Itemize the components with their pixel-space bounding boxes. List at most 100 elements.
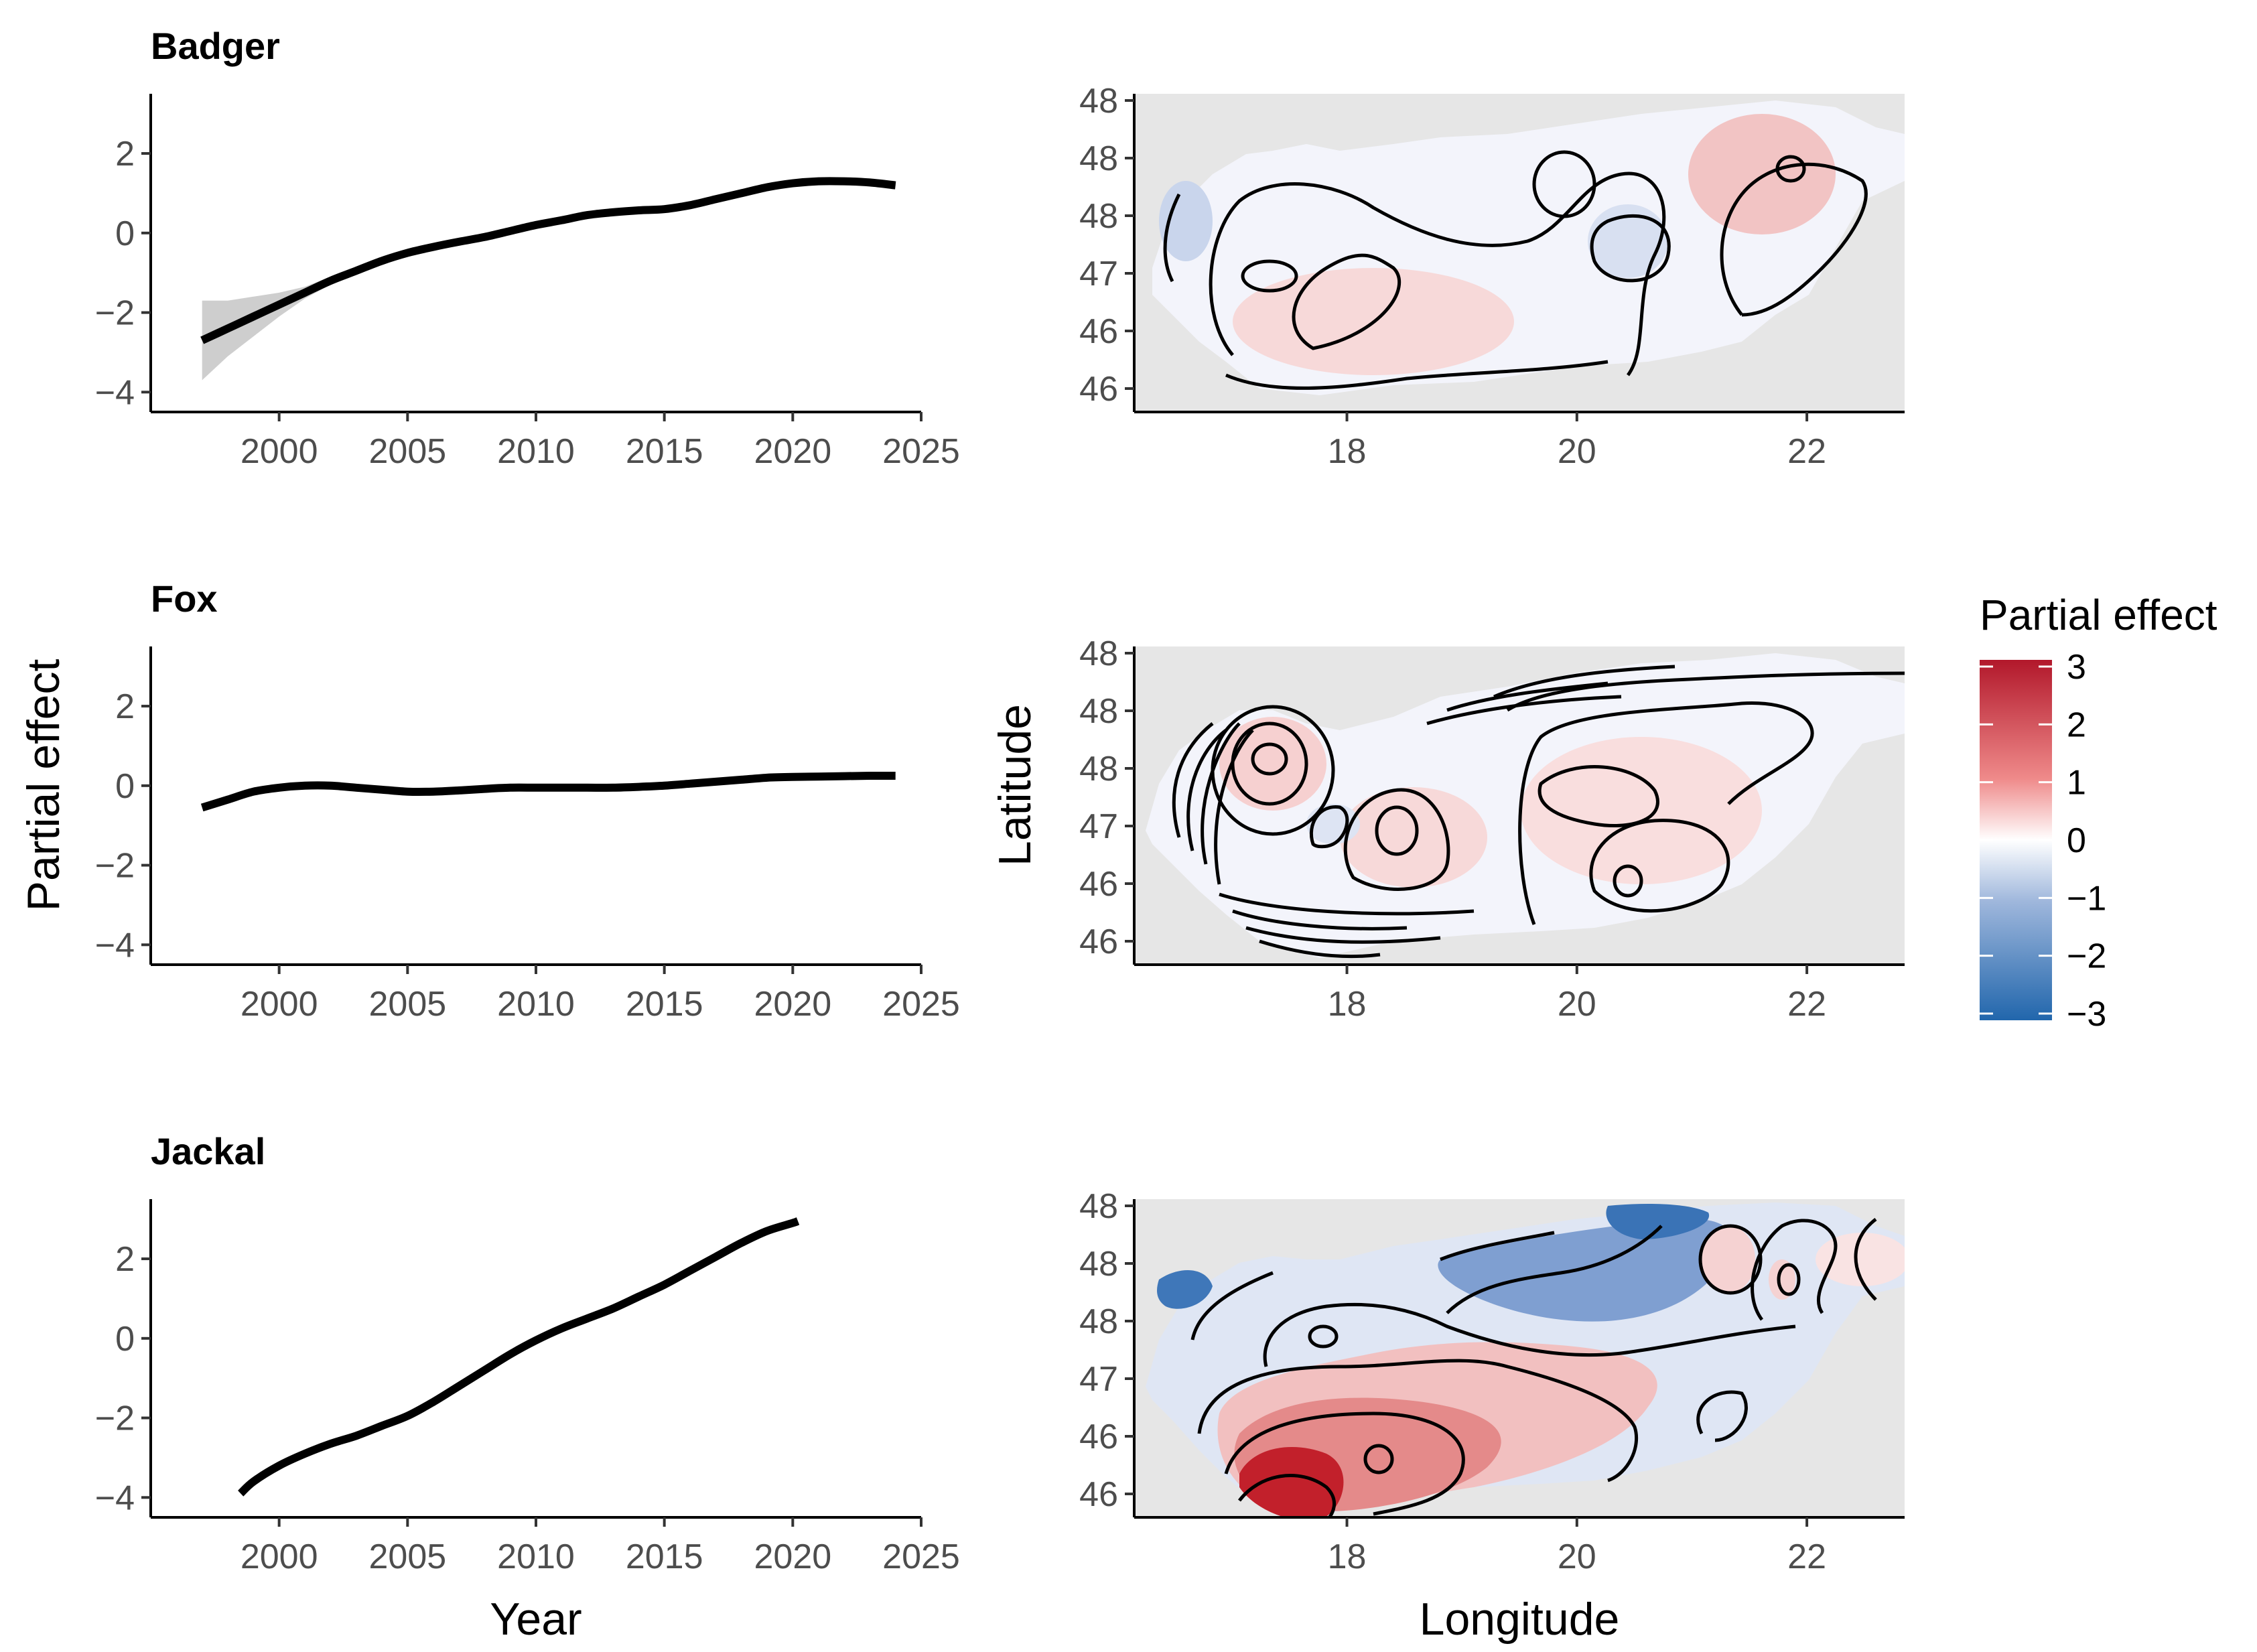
contour-lines	[1172, 665, 1905, 959]
fox-map-panel: 48 48 48 47 46 46 18 20 22	[1079, 634, 1905, 1024]
x-tick-label: 2010	[497, 985, 575, 1024]
positive-effect-area	[1816, 1233, 1905, 1286]
x-tick-label: 2025	[882, 1537, 960, 1576]
legend-tick-label: 0	[2067, 821, 2086, 860]
fox-panel-title: Fox	[151, 577, 218, 620]
positive-effect-area	[1219, 717, 1326, 811]
x-tick-label: 18	[1328, 432, 1367, 471]
jackal-map-panel: 48 48 48 47 46 46 18 20 22	[1079, 1187, 1905, 1576]
y-tick-label: 46	[1079, 1418, 1118, 1456]
badger-line-panel: Badger 2 0 −2 −4 2000 2005 2010 2015 2020 2025	[95, 25, 960, 471]
y-tick-label: 48	[1079, 692, 1118, 731]
x-tick-label: 22	[1787, 985, 1826, 1024]
y-tick-label: 48	[1079, 1302, 1118, 1341]
y-tick-label: −2	[95, 294, 135, 333]
positive-effect-area	[1340, 787, 1487, 888]
smooth-line	[237, 1217, 800, 1497]
y-tick-label: −2	[95, 847, 135, 886]
y-tick-label: 0	[115, 767, 135, 806]
y-tick-label: 2	[115, 135, 135, 174]
x-tick-label: 2015	[626, 1537, 703, 1576]
badger-line-plot: 2 0 −2 −4 2000 2005 2010 2015 2020 2025	[95, 94, 960, 471]
y-tick-label: 0	[115, 1320, 135, 1359]
contour-lines	[1190, 1218, 1877, 1517]
legend-title: Partial effect	[1980, 591, 2217, 639]
smooth-line	[200, 177, 896, 344]
legend-tick-label: 3	[2067, 648, 2086, 687]
strong-negative-effect-area	[1438, 1219, 1732, 1322]
smooth-line	[200, 771, 896, 812]
strong-positive-effect-area	[1239, 1447, 1344, 1517]
y-tick-label: 47	[1079, 807, 1118, 846]
y-tick-label: 48	[1079, 197, 1118, 236]
badger-map-panel: 48 48 48 47 46 46 18 20 22	[1079, 82, 1905, 471]
x-tick-label: 22	[1787, 432, 1826, 471]
negative-effect-area	[1159, 181, 1213, 261]
legend-tick-label: −3	[2067, 995, 2106, 1034]
y-tick-label: 2	[115, 687, 135, 726]
x-tick-label: 20	[1558, 432, 1596, 471]
fox-line-panel: Fox 2 0 −2 −4 2000 2005 2010 2015 2020 2025	[95, 577, 960, 1024]
jackal-map-ticks: 48 48 48 47 46 46 18 20 22	[1079, 1187, 1826, 1576]
x-tick-label: 2015	[626, 432, 703, 471]
color-legend: Partial effect 3 2 1 0 −1 −2 −3	[1980, 591, 2217, 1034]
positive-effect-area	[1702, 1226, 1755, 1293]
x-tick-label: 2020	[754, 985, 831, 1024]
legend-tick-label: 2	[2067, 705, 2086, 744]
y-tick-label: 2	[115, 1240, 135, 1279]
legend-tick-label: −2	[2067, 937, 2106, 976]
positive-effect-area	[1688, 114, 1836, 234]
jackal-panel-title: Jackal	[151, 1130, 265, 1172]
x-tick-label: 22	[1787, 1537, 1826, 1576]
x-tick-label: 2020	[754, 432, 831, 471]
x-tick-label: 2025	[882, 985, 960, 1024]
legend-tick-label: −1	[2067, 879, 2106, 918]
y-tick-label: 48	[1079, 82, 1118, 121]
x-tick-label: 2025	[882, 432, 960, 471]
x-tick-label: 2020	[754, 1537, 831, 1576]
badger-panel-title: Badger	[151, 25, 280, 67]
strong-negative-effect-area	[1157, 1270, 1213, 1309]
y-tick-label: 48	[1079, 1245, 1118, 1284]
y-tick-label: 46	[1079, 1475, 1118, 1514]
y-tick-label: 48	[1079, 139, 1118, 178]
fox-map-ticks: 48 48 48 47 46 46 18 20 22	[1079, 634, 1826, 1024]
y-axis-title-partial-effect: Partial effect	[18, 659, 69, 912]
y-tick-label: 46	[1079, 865, 1118, 904]
x-tick-label: 2000	[241, 432, 318, 471]
y-tick-label: 48	[1079, 750, 1118, 788]
positive-effect-area	[1521, 737, 1762, 884]
y-tick-label: −4	[95, 373, 135, 412]
x-tick-label: 20	[1558, 985, 1596, 1024]
x-tick-label: 20	[1558, 1537, 1596, 1576]
x-tick-label: 2005	[368, 985, 446, 1024]
badger-map-ticks: 48 48 48 47 46 46 18 20 22	[1079, 82, 1826, 471]
y-tick-label: 47	[1079, 255, 1118, 293]
x-tick-label: 2000	[241, 1537, 318, 1576]
jackal-line-plot: 2 0 −2 −4 2000 2005 2010 2015 2020 2025	[95, 1199, 960, 1576]
y-tick-label: 48	[1079, 634, 1118, 673]
y-tick-label: 48	[1079, 1187, 1118, 1226]
x-tick-label: 2010	[497, 1537, 575, 1576]
x-tick-label: 2005	[368, 432, 446, 471]
x-axis-title-longitude: Longitude	[1420, 1594, 1620, 1645]
legend-tick-label: 1	[2067, 764, 2086, 803]
y-tick-label: 47	[1079, 1360, 1118, 1399]
x-tick-label: 18	[1328, 985, 1367, 1024]
strong-negative-effect-area	[1606, 1204, 1710, 1239]
y-tick-label: 0	[115, 214, 135, 253]
y-axis-title-latitude: Latitude	[989, 704, 1040, 866]
y-tick-label: −4	[95, 1478, 135, 1517]
x-tick-label: 2010	[497, 432, 575, 471]
y-tick-label: −4	[95, 926, 135, 965]
y-tick-label: 46	[1079, 312, 1118, 351]
jackal-line-panel: Jackal 2 0 −2 −4 2000 2005 2010 2015 2020 2025	[95, 1130, 960, 1576]
x-tick-label: 2015	[626, 985, 703, 1024]
fox-line-plot: 2 0 −2 −4 2000 2005 2010 2015 2020 2025	[95, 646, 960, 1024]
x-tick-label: 2005	[368, 1537, 446, 1576]
confidence-ribbon	[202, 180, 896, 381]
positive-effect-area	[1769, 1259, 1795, 1300]
x-axis-title-year: Year	[490, 1594, 582, 1645]
y-tick-label: 46	[1079, 922, 1118, 961]
x-tick-label: 2000	[241, 985, 318, 1024]
